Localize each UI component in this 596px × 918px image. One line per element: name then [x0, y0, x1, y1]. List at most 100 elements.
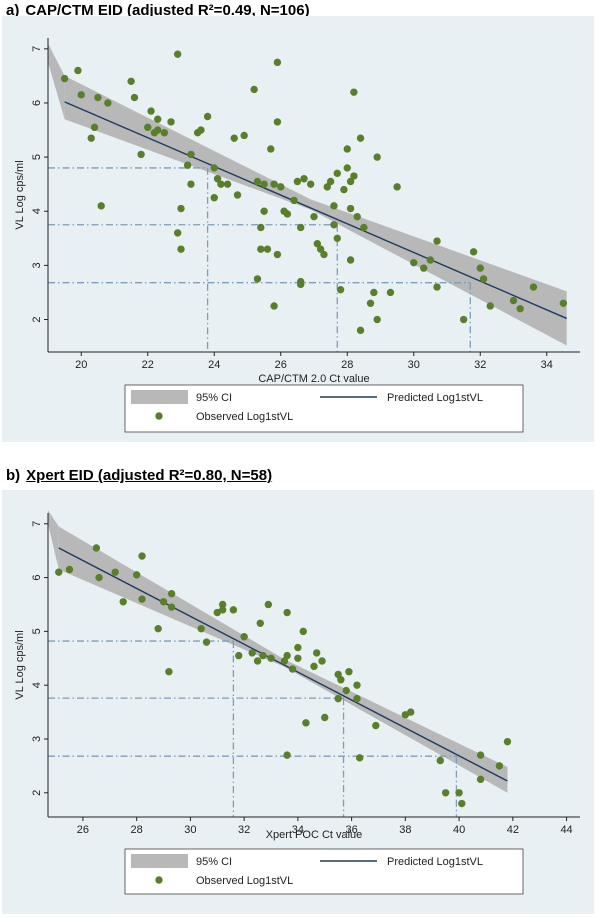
- data-point: [273, 118, 282, 126]
- data-point: [264, 600, 273, 609]
- data-point: [366, 299, 375, 307]
- x-tick-label: 36: [345, 824, 357, 836]
- data-point: [486, 302, 494, 310]
- ci-band-tail: [48, 510, 59, 570]
- data-point: [313, 240, 322, 248]
- data-point: [459, 315, 468, 324]
- data-point: [137, 150, 145, 159]
- legend: 95% CI Predicted Log1stVL Observed Log1s…: [124, 848, 524, 895]
- data-point: [177, 204, 185, 213]
- data-point: [217, 180, 225, 188]
- data-point: [167, 603, 176, 611]
- data-point: [360, 223, 368, 232]
- data-point: [257, 245, 265, 253]
- data-point: [65, 565, 74, 574]
- data-point: [223, 180, 232, 188]
- data-point: [386, 288, 395, 297]
- data-point: [559, 299, 568, 307]
- data-point: [340, 185, 348, 194]
- x-tick-label: 30: [184, 824, 196, 836]
- data-point: [333, 234, 341, 243]
- panel-b-title: Xpert EID (adjusted R²=0.80, N=58): [26, 467, 273, 484]
- x-tick-label: 34: [541, 359, 553, 371]
- data-point: [310, 212, 318, 221]
- data-point: [277, 183, 285, 191]
- data-point: [495, 762, 504, 770]
- x-tick-label: 20: [75, 359, 87, 371]
- data-point: [350, 172, 358, 180]
- data-point: [345, 668, 353, 676]
- data-point: [407, 708, 415, 716]
- data-point: [353, 681, 361, 689]
- data-point: [441, 789, 450, 797]
- y-tick-label: 6: [31, 100, 43, 106]
- data-point: [144, 123, 152, 132]
- data-point: [373, 153, 381, 161]
- panel-a-heading: a) CAP/CTM EID (adjusted R²=0.49, N=106): [6, 2, 310, 19]
- panel-a-title: CAP/CTM EID (adjusted R²=0.49, N=106): [25, 2, 310, 19]
- data-point: [213, 175, 222, 183]
- data-point: [318, 657, 326, 665]
- ci-band-tail: [48, 43, 65, 120]
- data-point: [159, 598, 168, 606]
- x-tick-label: 24: [208, 359, 220, 371]
- data-point: [138, 595, 146, 603]
- data-point: [210, 164, 218, 172]
- data-point: [55, 568, 63, 576]
- panel-b-tag: b): [6, 467, 21, 484]
- data-point: [294, 643, 302, 652]
- data-point: [257, 223, 265, 232]
- data-point: [270, 180, 278, 188]
- data-point: [393, 183, 401, 191]
- data-point: [202, 638, 211, 646]
- data-point: [476, 775, 485, 784]
- data-point: [218, 600, 227, 609]
- data-point: [273, 250, 282, 259]
- data-point: [312, 649, 321, 657]
- data-point: [273, 58, 282, 67]
- y-tick-label: 2: [31, 316, 43, 322]
- data-point: [132, 571, 141, 579]
- data-point: [372, 721, 380, 730]
- data-point: [183, 161, 192, 169]
- data-point: [330, 202, 338, 210]
- data-point: [138, 552, 146, 560]
- data-point: [346, 256, 355, 264]
- data-point: [283, 651, 291, 660]
- y-tick-label: 2: [31, 790, 43, 796]
- data-point: [300, 175, 308, 183]
- data-point: [283, 608, 291, 617]
- data-point: [333, 169, 341, 178]
- x-axis-title: CAP/CTM 2.0 Ct value: [258, 373, 369, 385]
- data-point: [420, 264, 428, 272]
- x-tick-label: 26: [77, 824, 89, 836]
- data-point: [509, 296, 518, 305]
- data-point: [316, 245, 325, 253]
- data-point: [337, 676, 345, 684]
- x-tick-label: 42: [507, 824, 519, 836]
- data-point: [154, 115, 162, 123]
- data-point: [373, 315, 381, 324]
- data-point: [60, 74, 69, 83]
- data-point: [147, 107, 155, 115]
- x-tick-label: 32: [238, 824, 250, 836]
- y-axis-title: VL Log cps/ml: [14, 160, 26, 229]
- data-point: [370, 288, 378, 297]
- data-point: [350, 88, 358, 96]
- data-point: [299, 627, 307, 636]
- x-tick-label: 28: [341, 359, 353, 371]
- data-point: [230, 134, 238, 142]
- data-point: [458, 799, 466, 808]
- data-point: [248, 649, 256, 657]
- data-point: [503, 737, 512, 746]
- data-point: [253, 177, 262, 186]
- data-point: [154, 624, 162, 633]
- y-tick-label: 7: [31, 521, 43, 527]
- data-point: [293, 177, 302, 186]
- data-point: [187, 150, 195, 159]
- legend-points-label: Observed Log1stVL: [196, 411, 293, 423]
- data-point: [476, 264, 484, 272]
- data-point: [288, 665, 297, 673]
- data-point: [476, 751, 485, 759]
